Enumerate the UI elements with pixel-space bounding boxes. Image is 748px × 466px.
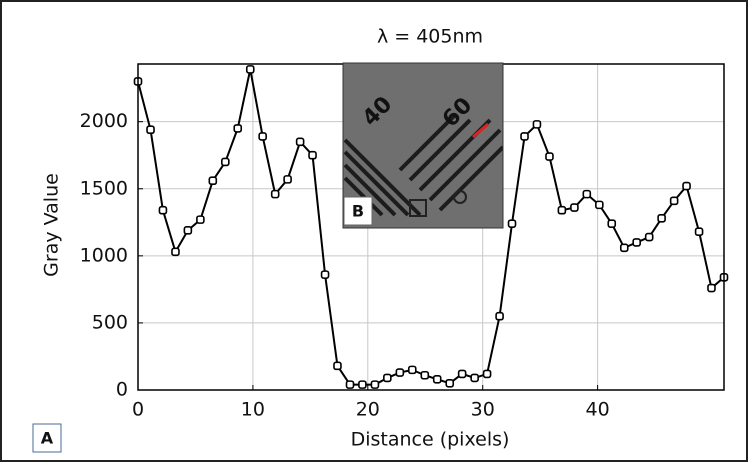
chart-title: λ = 405nm [377, 26, 483, 48]
point [283, 175, 292, 184]
y-tick-label: 0 [116, 379, 128, 401]
point [320, 270, 330, 279]
y-tick-label: 1500 [80, 177, 128, 199]
point [383, 373, 392, 383]
point [532, 120, 542, 129]
point [595, 200, 604, 210]
point [345, 380, 355, 389]
point [420, 370, 430, 380]
point [644, 232, 654, 242]
point [607, 219, 617, 228]
y-tick-label: 2000 [80, 110, 128, 132]
point [233, 124, 243, 133]
inset-label: B [352, 202, 364, 221]
point [682, 181, 691, 191]
point [495, 311, 504, 321]
x-tick-label: 20 [356, 399, 380, 421]
point [570, 203, 579, 212]
inset-image: 40 60 B [342, 62, 504, 229]
panel-label: A [41, 429, 54, 448]
x-tick-label: 10 [241, 399, 265, 421]
y-tick-label: 1000 [80, 244, 128, 266]
point [395, 368, 405, 377]
x-tick-label: 0 [132, 399, 144, 421]
point [545, 152, 554, 161]
y-tick-label: 500 [92, 311, 128, 333]
point [158, 205, 168, 215]
point [308, 150, 317, 160]
point [694, 227, 704, 236]
point [258, 132, 267, 141]
point [183, 226, 193, 235]
point [221, 157, 230, 167]
point [333, 361, 342, 371]
x-axis-label: Distance (pixels) [351, 429, 510, 451]
point [146, 125, 155, 135]
point [632, 238, 641, 247]
point [407, 365, 417, 375]
point [482, 369, 492, 379]
point [619, 243, 629, 253]
point [457, 369, 467, 379]
point [370, 380, 380, 389]
point [557, 205, 567, 215]
point [582, 189, 592, 199]
point [208, 176, 218, 186]
inset-label-box [343, 196, 373, 226]
point [657, 213, 666, 223]
point [171, 247, 180, 257]
point [245, 65, 255, 74]
x-tick-label: 30 [471, 399, 495, 421]
point [445, 378, 455, 388]
y-axis-label: Gray Value [41, 173, 63, 277]
panel-label-box [32, 423, 62, 453]
point [470, 373, 479, 383]
point [358, 380, 367, 389]
point [669, 196, 679, 206]
point [270, 189, 280, 199]
point [520, 132, 529, 141]
x-tick-label: 40 [586, 399, 610, 421]
point [295, 137, 305, 147]
point [432, 374, 442, 384]
point [707, 283, 716, 293]
point [196, 215, 205, 224]
point [507, 219, 517, 228]
